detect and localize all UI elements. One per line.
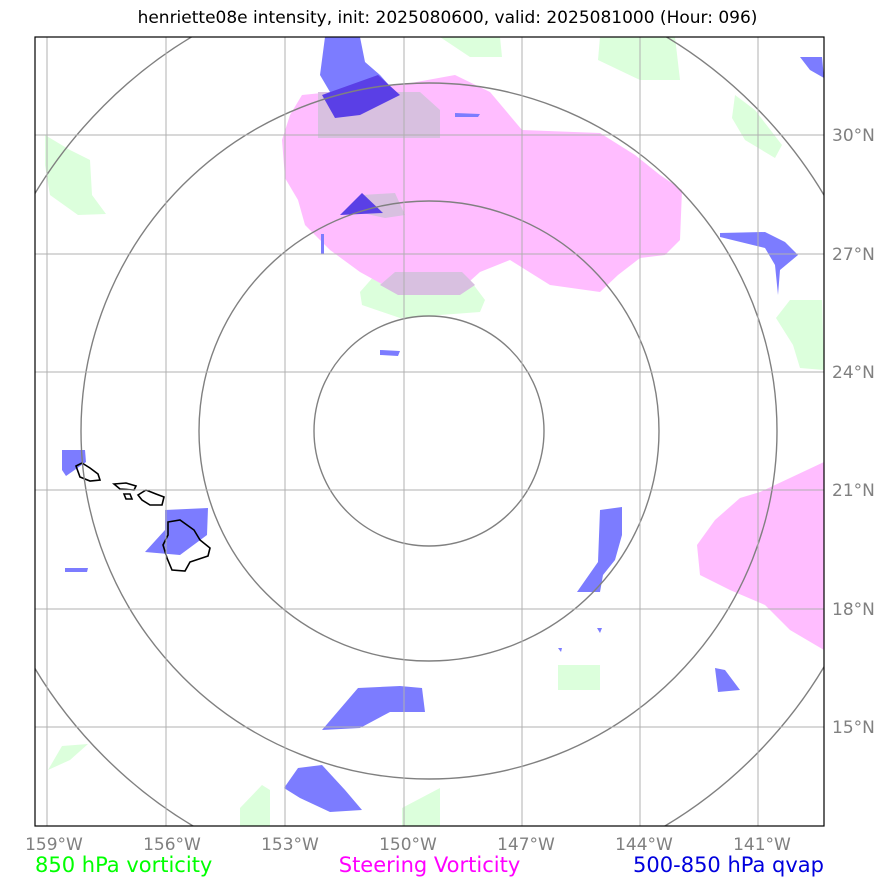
qvap-contour xyxy=(284,765,362,812)
lon-label: 159°W xyxy=(25,835,83,855)
qvap-contour xyxy=(65,568,88,572)
lon-label: 141°W xyxy=(733,835,791,855)
overlap-region xyxy=(380,272,475,295)
qvap-contour xyxy=(321,234,324,254)
vorticity-850-contour xyxy=(776,300,824,370)
vorticity-850-contour xyxy=(402,788,440,826)
vorticity-850-contour xyxy=(558,665,600,690)
vorticity-850-contour xyxy=(598,37,680,80)
lat-label: 15°N xyxy=(832,718,875,738)
lat-label: 24°N xyxy=(832,363,875,383)
lon-label: 153°W xyxy=(261,835,319,855)
qvap-contour xyxy=(558,648,562,652)
qvap-contour xyxy=(340,193,383,215)
vorticity-850-contour xyxy=(732,95,782,158)
range-ring-3 xyxy=(80,82,778,780)
vorticity-850-contour xyxy=(240,785,270,826)
coastline-oahu xyxy=(111,482,138,491)
coastline-maui xyxy=(136,489,165,506)
coastline-kauai xyxy=(75,462,102,482)
latitude-labels: 30°N 27°N 24°N 21°N 18°N 15°N xyxy=(832,126,875,738)
qvap-contour xyxy=(715,668,740,692)
qvap-contour xyxy=(577,507,622,592)
map-title: henriette08e intensity, init: 2025080600… xyxy=(137,8,758,28)
vorticity-850-contour xyxy=(440,37,502,57)
lon-label: 150°W xyxy=(379,835,437,855)
steering-vorticity-contour xyxy=(697,462,824,650)
qvap-contour xyxy=(145,508,208,555)
lat-label: 18°N xyxy=(832,600,875,620)
qvap-contour xyxy=(597,628,602,633)
legend-qvap: 500-850 hPa qvap xyxy=(633,853,824,877)
qvap-contour xyxy=(455,113,480,117)
longitude-labels: 159°W 156°W 153°W 150°W 147°W 144°W 141°… xyxy=(25,835,791,855)
map-frame xyxy=(34,36,825,827)
range-ring-2 xyxy=(198,200,660,662)
coastline-molokai xyxy=(122,493,134,500)
vorticity-850-contour xyxy=(45,135,106,215)
gridlines xyxy=(35,37,824,826)
lon-label: 144°W xyxy=(615,835,673,855)
lon-label: 147°W xyxy=(497,835,555,855)
lat-label: 30°N xyxy=(832,126,875,146)
vorticity-850-layer xyxy=(45,37,824,826)
steering-vorticity-layer xyxy=(282,75,824,650)
legend-850-vorticity: 850 hPa vorticity xyxy=(35,853,213,877)
coastline-big-island xyxy=(162,519,211,572)
range-ring-1 xyxy=(313,315,545,547)
qvap-contour xyxy=(322,686,425,730)
qvap-contour xyxy=(62,450,86,476)
lat-label: 27°N xyxy=(832,245,875,265)
qvap-contour xyxy=(380,350,400,356)
coastline-layer xyxy=(75,462,211,572)
lat-label: 21°N xyxy=(832,481,875,501)
lon-label: 156°W xyxy=(143,835,201,855)
qvap-contour xyxy=(720,232,798,295)
legend-steering-vorticity: Steering Vorticity xyxy=(338,853,521,877)
vorticity-850-contour xyxy=(48,744,88,770)
qvap-contour xyxy=(800,57,824,78)
